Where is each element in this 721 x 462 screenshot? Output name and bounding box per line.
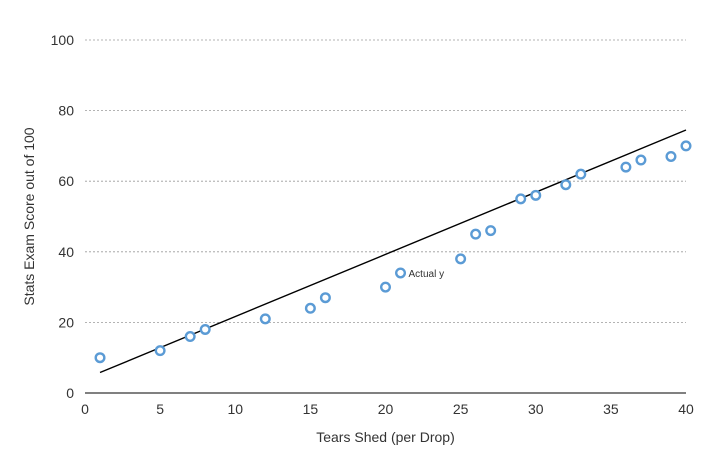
annotations: Actual y: [409, 269, 445, 280]
data-point: [470, 228, 482, 240]
data-point: [184, 331, 196, 343]
data-points: [94, 140, 692, 364]
x-tick-label: 5: [156, 401, 164, 417]
x-tick-label: 15: [303, 401, 319, 417]
data-point: [575, 168, 587, 180]
y-axis-title: Stats Exam Score out of 100: [21, 127, 37, 305]
data-point: [455, 253, 467, 265]
x-tick-label: 25: [453, 401, 469, 417]
data-point: [485, 225, 497, 237]
y-tick-label: 60: [58, 173, 74, 189]
data-point: [680, 140, 692, 152]
data-point: [620, 161, 632, 173]
x-tick-label: 40: [678, 401, 694, 417]
y-tick-label: 0: [66, 385, 74, 401]
grid-lines: [85, 39, 686, 323]
x-tick-label: 0: [81, 401, 89, 417]
x-axis-title: Tears Shed (per Drop): [316, 429, 455, 445]
y-tick-labels: 0 20 40 60 80 100: [51, 32, 75, 401]
data-point: [560, 179, 572, 191]
data-point: [94, 352, 106, 364]
x-tick-label: 30: [528, 401, 544, 417]
x-tick-label: 20: [378, 401, 394, 417]
data-point: [515, 193, 527, 205]
x-tick-label: 35: [603, 401, 619, 417]
y-tick-label: 100: [51, 32, 75, 48]
y-tick-label: 40: [58, 244, 74, 260]
data-point: [635, 154, 647, 166]
data-point: [259, 313, 271, 325]
data-point: [199, 323, 211, 335]
trend-line: [99, 129, 687, 374]
data-point: [319, 292, 331, 304]
annotation-label: Actual y: [409, 269, 445, 280]
data-point: [665, 150, 677, 162]
data-point: [380, 281, 392, 293]
data-point: [304, 302, 316, 314]
y-tick-label: 20: [58, 314, 74, 330]
x-tick-labels: 0 5 10 15 20 25 30 35 40: [81, 401, 694, 417]
data-point: [395, 267, 407, 279]
data-point: [154, 345, 166, 357]
y-tick-label: 80: [58, 103, 74, 119]
x-tick-label: 10: [227, 401, 243, 417]
data-point: [530, 189, 542, 201]
